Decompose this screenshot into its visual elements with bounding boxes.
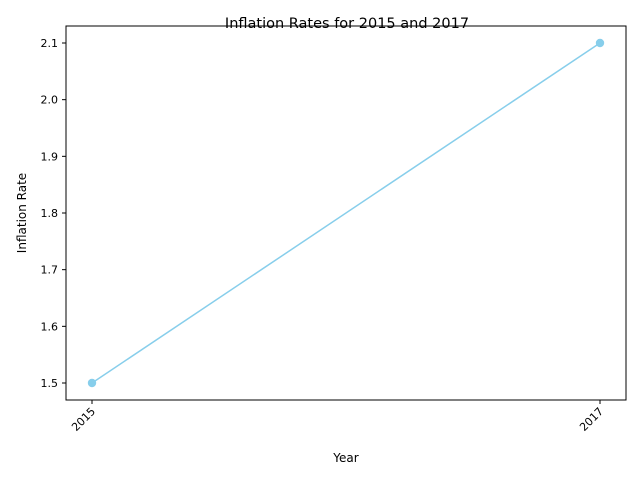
data-point	[595, 38, 605, 48]
y-tick-label: 1.7	[41, 264, 59, 277]
data-point	[87, 378, 97, 388]
y-tick-label: 1.8	[41, 207, 59, 220]
y-tick-label: 2.0	[41, 94, 59, 107]
y-tick-label: 1.9	[41, 150, 59, 163]
series-line	[91, 42, 601, 384]
y-tick-label: 2.1	[41, 37, 59, 50]
y-axis-label: Inflation Rate	[15, 173, 29, 253]
y-tick-label: 1.6	[41, 320, 59, 333]
y-tick-label: 1.5	[41, 377, 59, 390]
plot-area	[87, 38, 605, 388]
chart-title: Inflation Rates for 2015 and 2017	[225, 16, 469, 32]
x-axis-label: Year	[332, 451, 358, 465]
